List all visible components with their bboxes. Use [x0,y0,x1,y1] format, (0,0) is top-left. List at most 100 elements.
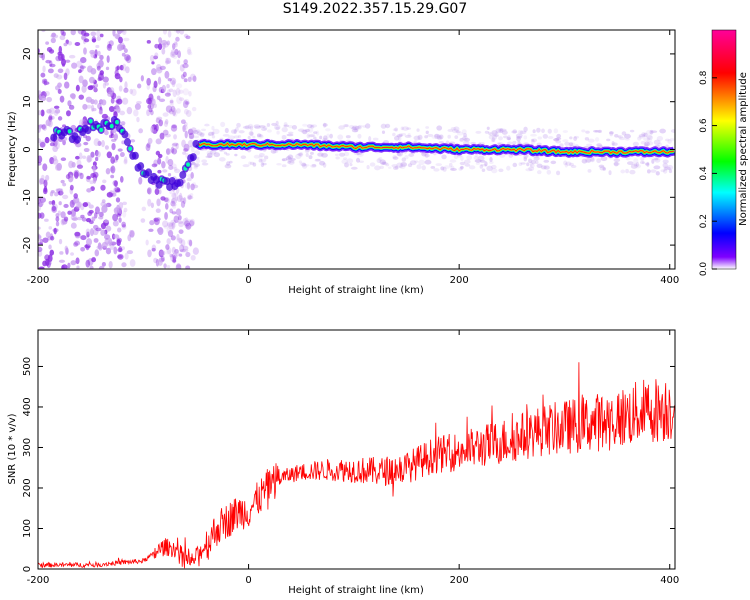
spectrogram-noise-point [141,206,147,212]
spectrogram-haze-point [346,158,354,164]
spectrogram-haze-point [322,123,328,127]
spectrogram-haze-point [252,135,256,139]
spectrogram-haze-point [374,165,381,171]
spectrogram-haze-point [315,130,320,136]
spectrogram-noise-point [167,77,172,82]
spectrogram-haze-point [281,164,287,168]
spectrogram-haze-point [248,161,252,166]
spectrogram-haze-point [253,124,261,129]
spectrogram-haze-point [526,162,530,167]
spectrogram-noise-point [185,251,191,258]
spectrogram-noise-point [98,265,105,269]
spectrogram-noise-point [41,52,45,61]
spectrogram-noise-point [168,88,174,93]
spectrogram-noise-point [89,49,96,55]
spectrogram-noise-point [117,227,122,233]
spectrogram-noise-point [85,238,93,246]
spectrogram-noise-point [99,54,104,60]
spectrogram-haze-point [525,168,533,172]
spectrogram-noise-point [54,85,61,91]
spectrogram-noise-point [177,50,182,59]
spectrogram-haze-point [225,153,230,156]
spectrogram-noise-point [178,237,183,244]
spectrogram-noise-point [106,43,112,51]
spectrogram-haze-point [207,133,211,137]
spectrogram-ridge-hot-spot [186,162,191,167]
spectrogram-haze-point [416,164,422,170]
spectrogram-noise-point [99,33,104,38]
spectrogram-haze-point [453,154,459,160]
spectrogram-haze-point [434,133,439,138]
spectrogram-haze-point [653,139,661,145]
spectrogram-noise-point [67,41,73,46]
spectrogram-haze-point [385,123,391,129]
spectrogram-noise-point [38,110,42,116]
spectrogram-noise-point [129,259,136,267]
spectrogram-noise-point [172,255,177,263]
spectrogram-ridge-blob [73,135,81,144]
spectrogram-haze-point [645,162,650,166]
spectrogram-haze-point [272,149,279,154]
spectrogram-ridge-hot-spot [109,123,114,129]
spectrogram-noise-point [40,95,47,102]
spectrogram-haze-point [247,123,254,129]
spectrogram-noise-point [54,108,61,114]
spectrogram-noise-point [102,76,109,83]
spectrogram-noise-point [122,210,127,218]
spectrogram-noise-point [162,30,168,35]
spectrogram-noise-point [76,164,84,169]
spectrogram-noise-point [172,142,179,147]
spectrogram-haze-point [646,169,651,174]
spectrogram-noise-point [171,80,176,88]
spectrogram-haze-point [624,133,631,139]
spectrogram-noise-point [172,204,177,209]
spectrogram-noise-point [75,257,80,265]
spectrogram-noise-point [59,251,64,255]
spectrogram-noise-point [57,210,61,216]
spectrogram-haze-point [638,134,646,138]
spectrogram-haze-point [392,155,397,159]
spectrogram-noise-point [98,211,104,217]
spectrogram-haze-point [506,137,511,141]
spectrogram-haze-point [643,143,649,149]
spectrogram-haze-point [302,129,308,135]
spectrogram-haze-point [407,163,413,168]
spectrogram-noise-point [115,154,119,161]
spectrogram-noise-point [178,89,184,94]
spectrogram-haze-point [274,124,281,130]
spectrogram-noise-point [190,254,196,261]
spectrogram-noise-point [83,141,89,146]
spectrogram-haze-point [242,164,250,168]
spectrogram-haze-point [299,162,307,166]
spectrogram-haze-point [315,158,321,162]
spectrogram-haze-point [382,161,388,166]
spectrogram-noise-point [182,100,189,109]
spectrogram-noise-point [95,44,100,49]
spectrogram-haze-point [249,125,254,131]
spectrogram-haze-point [236,122,241,128]
spectrogram-noise-point [93,87,98,93]
spectrogram-haze-point [550,160,557,165]
spectrogram-noise-point [189,218,195,226]
spectrogram-haze-point [322,162,327,168]
spectrogram-haze-point [398,165,403,169]
spectrogram-haze-point [523,153,528,160]
spectrogram-haze-point [310,124,318,128]
spectrogram-haze-point [425,126,430,129]
spectrogram-haze-point [489,161,494,164]
spectrogram-noise-point [82,202,89,208]
spectrogram-noise-point [185,35,191,40]
spectrogram-haze-point [654,158,661,163]
spectrogram-noise-point [180,74,185,80]
spectrogram-haze-point [459,137,464,142]
spectrogram-noise-point [179,249,186,253]
spectrogram-haze-point [613,161,619,167]
spectrogram-haze-point [276,130,280,135]
spectrogram-haze-point [651,158,655,164]
spectrogram-haze-point [627,161,634,166]
spectrogram-haze-point [362,125,367,128]
spectrogram-haze-point [646,161,650,167]
spectrogram-haze-point [584,137,590,141]
spectrogram-haze-point [223,151,228,155]
spectrogram-haze-point [385,163,390,167]
